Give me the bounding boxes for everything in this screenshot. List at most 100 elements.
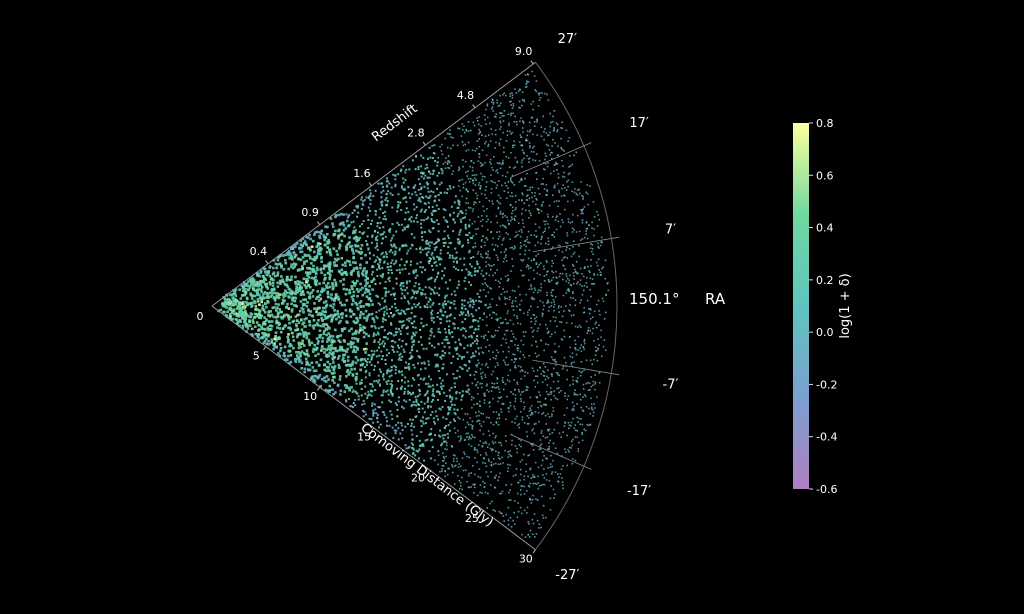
- galaxy-point: [443, 457, 445, 459]
- galaxy-point: [260, 327, 264, 331]
- galaxy-point: [569, 384, 571, 387]
- galaxy-point: [514, 445, 517, 447]
- galaxy-point: [555, 361, 558, 364]
- galaxy-point: [413, 303, 416, 306]
- galaxy-point: [434, 410, 437, 413]
- galaxy-point: [540, 210, 543, 212]
- galaxy-point: [390, 322, 392, 325]
- galaxy-point: [461, 313, 464, 316]
- galaxy-point: [250, 305, 253, 308]
- galaxy-point: [528, 217, 530, 219]
- galaxy-point: [495, 422, 498, 424]
- galaxy-point: [324, 300, 328, 303]
- galaxy-point: [436, 161, 439, 164]
- galaxy-point: [315, 310, 318, 313]
- galaxy-point: [537, 487, 539, 490]
- galaxy-point: [363, 326, 367, 330]
- galaxy-point: [318, 293, 322, 297]
- galaxy-point: [403, 295, 406, 298]
- galaxy-point: [456, 286, 459, 289]
- galaxy-point: [544, 223, 546, 226]
- galaxy-point: [453, 323, 456, 326]
- galaxy-point: [418, 448, 421, 451]
- galaxy-point: [350, 270, 354, 273]
- galaxy-point: [407, 226, 409, 229]
- galaxy-point: [310, 276, 314, 280]
- galaxy-point: [335, 293, 338, 296]
- galaxy-point: [495, 304, 498, 306]
- galaxy-point: [355, 249, 358, 253]
- galaxy-point: [417, 403, 419, 406]
- galaxy-point: [390, 345, 393, 348]
- galaxy-point: [530, 285, 533, 288]
- galaxy-point: [434, 278, 437, 281]
- galaxy-point: [325, 333, 328, 337]
- galaxy-point: [497, 451, 500, 454]
- galaxy-point: [287, 354, 290, 358]
- galaxy-point: [329, 274, 332, 277]
- galaxy-point: [558, 191, 561, 194]
- galaxy-point: [495, 141, 497, 144]
- galaxy-point: [345, 399, 347, 402]
- galaxy-point: [467, 432, 469, 435]
- galaxy-point: [523, 157, 525, 160]
- galaxy-point: [298, 246, 301, 250]
- galaxy-point: [365, 347, 368, 351]
- galaxy-point: [359, 288, 362, 292]
- galaxy-point: [373, 278, 376, 281]
- galaxy-point: [494, 129, 497, 132]
- galaxy-point: [467, 149, 470, 151]
- galaxy-point: [461, 408, 463, 410]
- galaxy-point: [537, 411, 540, 414]
- galaxy-point: [452, 230, 455, 233]
- galaxy-point: [317, 319, 320, 322]
- galaxy-point: [556, 452, 559, 455]
- galaxy-point: [363, 199, 366, 202]
- galaxy-point: [273, 299, 277, 302]
- galaxy-point: [471, 315, 474, 318]
- galaxy-point: [427, 417, 430, 420]
- galaxy-point: [499, 442, 502, 444]
- galaxy-point: [535, 355, 538, 358]
- galaxy-point: [538, 391, 540, 393]
- galaxy-point: [488, 460, 490, 462]
- galaxy-point: [590, 397, 592, 400]
- galaxy-point: [417, 384, 420, 386]
- galaxy-point: [489, 140, 492, 142]
- galaxy-point: [373, 260, 376, 263]
- galaxy-point: [447, 146, 449, 149]
- galaxy-point: [334, 346, 337, 350]
- galaxy-point: [420, 343, 423, 346]
- galaxy-point: [395, 327, 398, 330]
- galaxy-point: [340, 346, 344, 349]
- galaxy-point: [413, 292, 416, 295]
- galaxy-point: [550, 356, 553, 358]
- galaxy-point: [473, 162, 475, 164]
- galaxy-point: [449, 421, 452, 424]
- galaxy-point: [553, 390, 556, 392]
- galaxy-point: [352, 269, 355, 272]
- galaxy-point: [509, 450, 511, 452]
- galaxy-point: [592, 415, 594, 417]
- galaxy-point: [359, 263, 362, 267]
- galaxy-point: [384, 294, 387, 297]
- galaxy-point: [467, 270, 470, 273]
- galaxy-point: [462, 217, 465, 220]
- galaxy-point: [255, 321, 259, 324]
- galaxy-point: [444, 328, 446, 331]
- galaxy-point: [553, 186, 556, 189]
- galaxy-point: [458, 338, 460, 341]
- galaxy-point: [401, 339, 404, 342]
- galaxy-point: [375, 379, 378, 382]
- galaxy-point: [563, 150, 565, 152]
- galaxy-point: [241, 324, 245, 328]
- galaxy-point: [430, 258, 432, 260]
- galaxy-point: [419, 328, 422, 331]
- galaxy-point: [408, 368, 411, 371]
- galaxy-point: [420, 425, 423, 428]
- galaxy-point: [480, 255, 482, 258]
- galaxy-point: [435, 241, 438, 244]
- galaxy-point: [537, 241, 539, 244]
- galaxy-point: [375, 259, 377, 262]
- galaxy-point: [543, 130, 545, 133]
